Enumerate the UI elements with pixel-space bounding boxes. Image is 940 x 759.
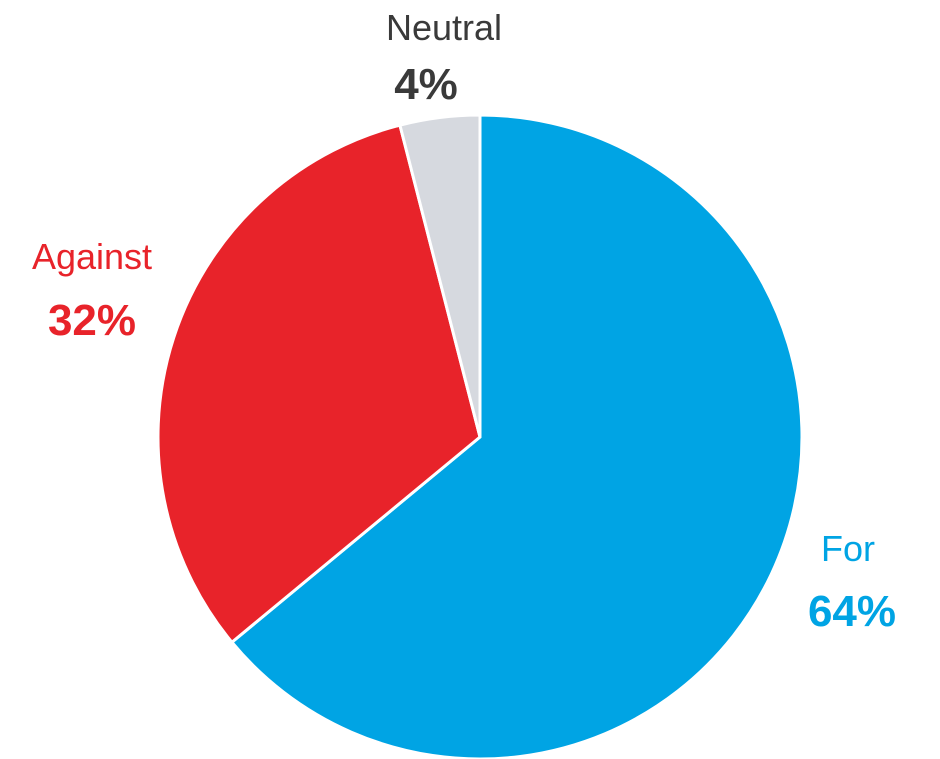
slice-value-for: 64%	[808, 587, 896, 636]
pie-slice-against	[156, 123, 482, 644]
slice-value-against: 32%	[48, 296, 136, 345]
slice-value-neutral: 4%	[394, 60, 458, 109]
pie-slice-for	[230, 113, 804, 759]
pie-slice-neutral	[398, 113, 482, 439]
pie-slices	[156, 113, 804, 759]
slice-label-against: Against	[32, 236, 152, 277]
slice-label-for: For	[821, 528, 875, 569]
slice-label-neutral: Neutral	[386, 7, 502, 48]
